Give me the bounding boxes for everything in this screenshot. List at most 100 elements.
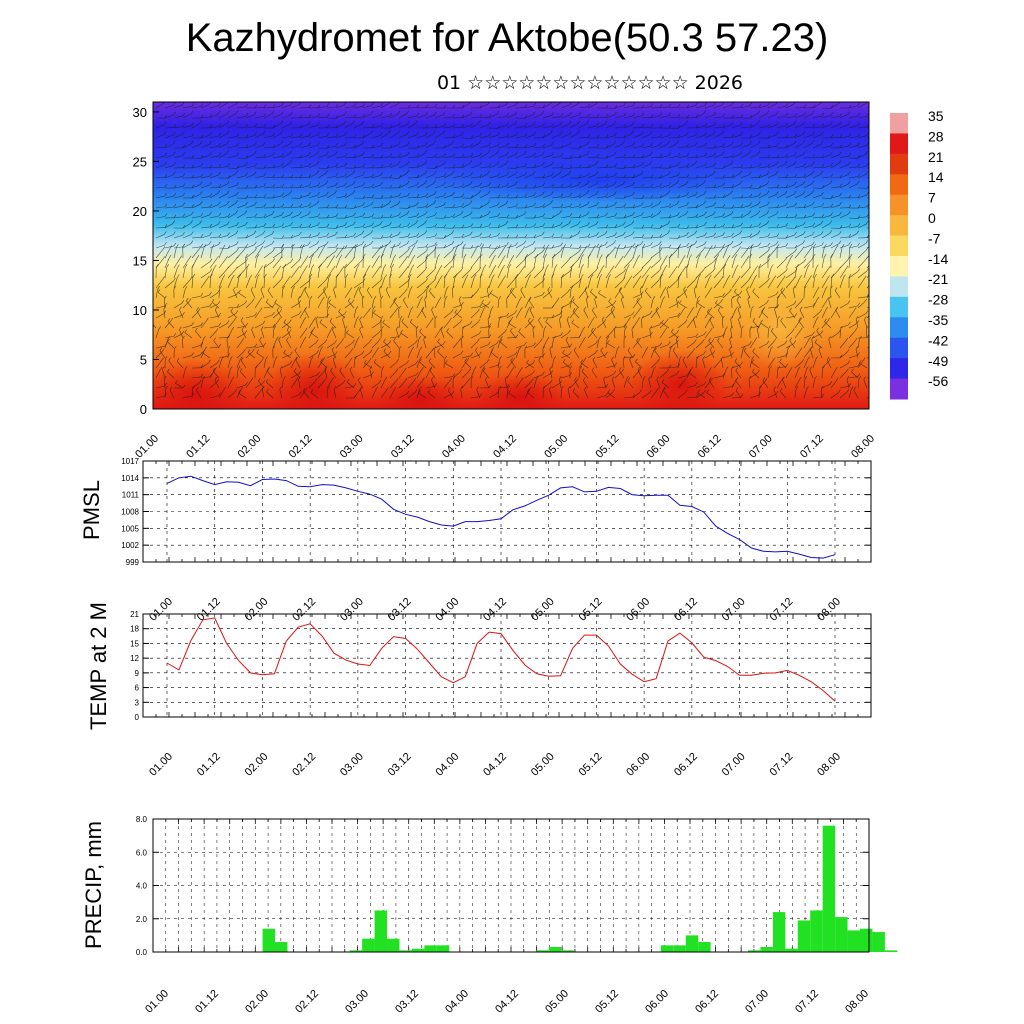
wind-barb	[281, 102, 284, 106]
wind-barb	[434, 156, 444, 159]
wind-barb	[731, 249, 740, 259]
wind-barb	[218, 152, 221, 156]
wind-barb	[506, 184, 516, 189]
wind-barb	[515, 273, 519, 278]
wind-barb	[506, 267, 510, 279]
wind-barb	[749, 340, 756, 349]
wind-barb	[641, 224, 645, 229]
wind-barb	[713, 269, 722, 279]
wind-barb	[560, 186, 570, 189]
wind-barb	[596, 339, 600, 349]
wind-barb	[317, 232, 320, 236]
wind-barb	[820, 330, 824, 334]
wind-barb	[777, 295, 780, 300]
wind-barb	[339, 370, 346, 379]
y-tick-label: 30	[133, 105, 147, 120]
wind-barb	[443, 185, 453, 189]
wind-barb	[177, 274, 180, 278]
colorbar-block	[890, 174, 908, 196]
wind-barb	[290, 234, 294, 239]
wind-barb	[686, 153, 690, 157]
wind-barb	[173, 333, 183, 339]
wind-barb	[310, 332, 319, 339]
wind-barb	[155, 155, 165, 159]
wind-barb	[757, 150, 761, 155]
wind-barb	[735, 306, 738, 310]
wind-barb	[839, 113, 843, 117]
wind-barb	[853, 386, 856, 391]
wind-barb	[363, 253, 366, 258]
wind-barb	[266, 391, 274, 399]
wind-barb	[587, 116, 597, 119]
wind-barb	[716, 254, 720, 258]
wind-barb	[549, 386, 552, 390]
wind-barb	[308, 192, 311, 196]
wind-barb	[524, 243, 534, 249]
wind-barb	[317, 116, 327, 119]
wind-barb	[452, 156, 462, 159]
wind-barb	[821, 112, 825, 117]
wind-barb	[276, 310, 283, 319]
wind-barb	[848, 245, 858, 249]
wind-barb	[686, 194, 696, 199]
wind-barb	[273, 325, 277, 330]
wind-barb	[173, 192, 177, 197]
wind-barb	[299, 142, 302, 146]
wind-barb	[803, 234, 813, 239]
wind-barb	[704, 370, 710, 379]
wind-barb	[497, 339, 501, 349]
wind-barb	[297, 265, 300, 270]
cross-section-frame	[152, 101, 870, 410]
wind-barb	[371, 102, 374, 106]
wind-barb	[326, 145, 336, 149]
wind-barb	[551, 115, 561, 119]
wind-barb	[695, 392, 704, 399]
colorbar-block	[890, 235, 908, 257]
wind-barb	[434, 227, 445, 229]
wind-barb	[199, 120, 202, 124]
wind-barb	[551, 224, 561, 229]
wind-barb	[829, 220, 833, 224]
wind-barb	[533, 251, 543, 259]
wind-barb	[785, 205, 795, 209]
wind-barb	[326, 251, 336, 259]
wind-barb	[677, 162, 680, 166]
wind-barb	[218, 277, 224, 289]
wind-barb	[876, 194, 878, 197]
wind-barb	[452, 191, 455, 196]
wind-barb	[245, 322, 249, 327]
wind-barb	[807, 356, 810, 360]
wind-barb	[794, 249, 803, 259]
wind-barb	[452, 304, 462, 309]
wind-barb	[308, 250, 318, 259]
wind-barb	[506, 389, 508, 399]
wind-barb	[326, 309, 329, 319]
wind-barb	[704, 155, 714, 159]
wind-barb	[164, 114, 168, 119]
wind-barb	[595, 171, 599, 175]
wind-barb	[708, 380, 715, 389]
wind-barb	[587, 156, 597, 159]
wind-barb	[213, 337, 216, 341]
wind-barb	[866, 197, 869, 199]
wind-barb	[808, 337, 811, 341]
wind-barb	[818, 349, 823, 359]
wind-barb	[256, 352, 265, 359]
wind-barb	[605, 143, 615, 149]
wind-barb	[237, 365, 241, 370]
wind-barb	[488, 323, 492, 327]
wind-barb	[794, 301, 802, 309]
colorbar-label: 0	[928, 210, 936, 226]
wind-barb	[245, 153, 255, 159]
wind-barb	[876, 132, 878, 135]
wind-barb	[227, 250, 237, 259]
wind-barb	[247, 352, 256, 359]
wind-barb	[263, 261, 273, 269]
wind-barb	[380, 256, 382, 269]
wind-barb	[475, 347, 478, 351]
wind-barb	[685, 210, 689, 215]
wind-barb	[225, 256, 228, 260]
wind-barb	[150, 318, 152, 321]
wind-barb	[596, 123, 606, 129]
wind-barb	[722, 151, 725, 155]
